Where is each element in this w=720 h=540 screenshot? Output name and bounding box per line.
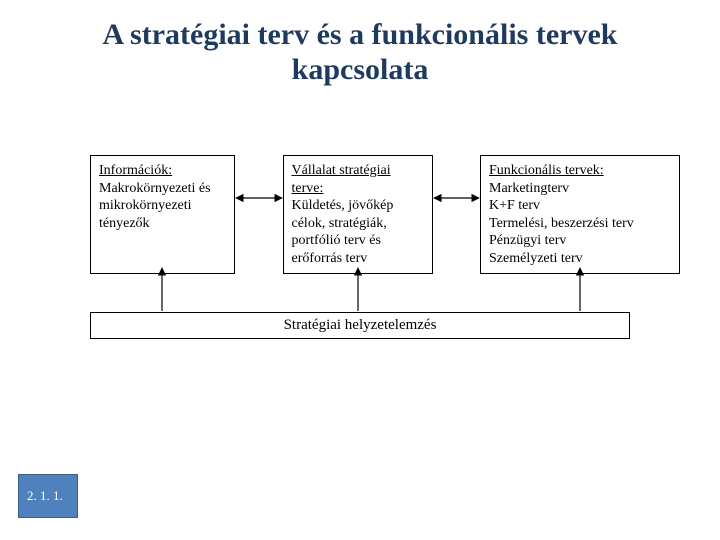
page-reference-badge: 2. 1. 1. [18, 474, 78, 518]
box-information-body: Makrokörnyezeti és mikrokörnyezeti ténye… [99, 181, 211, 231]
box-analysis: Stratégiai helyzetelemzés [90, 312, 630, 339]
box-row: Információk: Makrokörnyezeti és mikrokör… [0, 155, 720, 274]
page-title: A stratégiai terv és a funkcionális terv… [0, 0, 720, 87]
box-strategy-heading: Vállalat stratégiai terve: [292, 163, 391, 196]
box-information: Információk: Makrokörnyezeti és mikrokör… [90, 155, 235, 274]
box-information-heading: Információk: [99, 163, 172, 178]
box-strategy-body: Küldetés, jövőkép célok, stratégiák, por… [292, 198, 394, 266]
box-functional-body: MarketingtervK+F tervTermelési, beszerzé… [489, 181, 634, 266]
box-functional: Funkcionális tervek: MarketingtervK+F te… [480, 155, 680, 274]
box-functional-heading: Funkcionális tervek: [489, 163, 604, 178]
box-strategy: Vállalat stratégiai terve: Küldetés, jöv… [283, 155, 433, 274]
